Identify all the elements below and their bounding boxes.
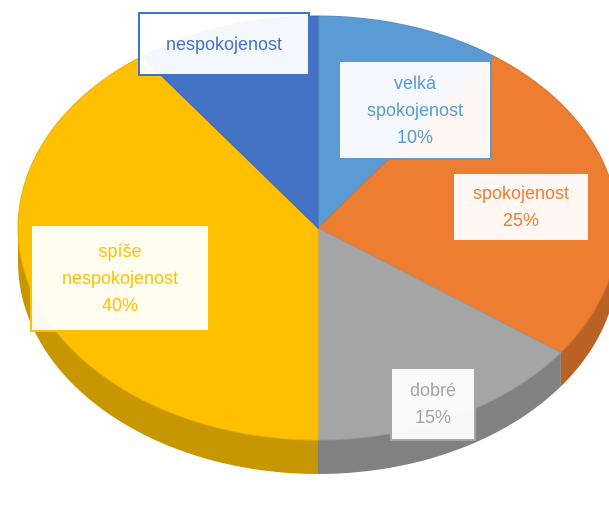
label-value: 15%: [414, 407, 452, 427]
label-value: 25%: [502, 210, 540, 230]
label-category: spíše nespokojenost: [61, 240, 179, 288]
label-category: velká spokojenost: [366, 72, 464, 120]
label-value: 10%: [396, 126, 434, 147]
label-category: dobré: [409, 380, 457, 400]
slice-side: [318, 352, 561, 474]
data-label: spíše nespokojenost 40%: [30, 224, 210, 332]
label-value: 40%: [101, 294, 139, 315]
label-category: spokojenost: [472, 183, 570, 203]
slice-side: [18, 228, 318, 474]
data-label: spokojenost 25%: [452, 172, 590, 242]
data-label: velká spokojenost 10%: [338, 60, 492, 160]
data-label: nespokojenost: [138, 12, 310, 76]
data-label: dobré 15%: [390, 367, 476, 441]
label-category: nespokojenost: [165, 33, 283, 54]
